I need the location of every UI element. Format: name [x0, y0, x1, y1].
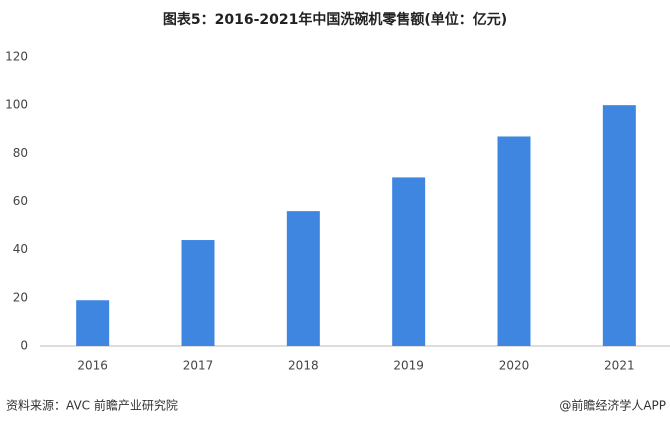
bar — [76, 300, 110, 346]
x-tick-label: 2019 — [393, 359, 424, 373]
chart-title: 图表5：2016-2021年中国洗碗机零售额(单位：亿元) — [163, 11, 507, 28]
y-tick-label: 100 — [5, 98, 28, 112]
y-tick-label: 40 — [13, 242, 28, 256]
x-tick-label: 2020 — [499, 359, 530, 373]
bar — [392, 177, 426, 346]
bar — [497, 136, 531, 346]
x-tick-label: 2016 — [77, 359, 108, 373]
bar — [286, 211, 320, 346]
x-tick-label: 2021 — [604, 359, 635, 373]
y-tick-label: 60 — [13, 194, 28, 208]
y-tick-label: 80 — [13, 146, 28, 160]
credit: @前瞻经济学人APP — [559, 398, 666, 413]
y-tick-label: 120 — [5, 50, 28, 64]
source: 资料来源：AVC 前瞻产业研究院 — [6, 398, 178, 413]
y-tick-label: 0 — [20, 339, 28, 353]
x-tick-label: 2018 — [288, 359, 319, 373]
bar — [602, 105, 636, 347]
bar — [181, 240, 215, 346]
x-tick-label: 2017 — [183, 359, 214, 373]
y-tick-label: 20 — [13, 290, 28, 304]
